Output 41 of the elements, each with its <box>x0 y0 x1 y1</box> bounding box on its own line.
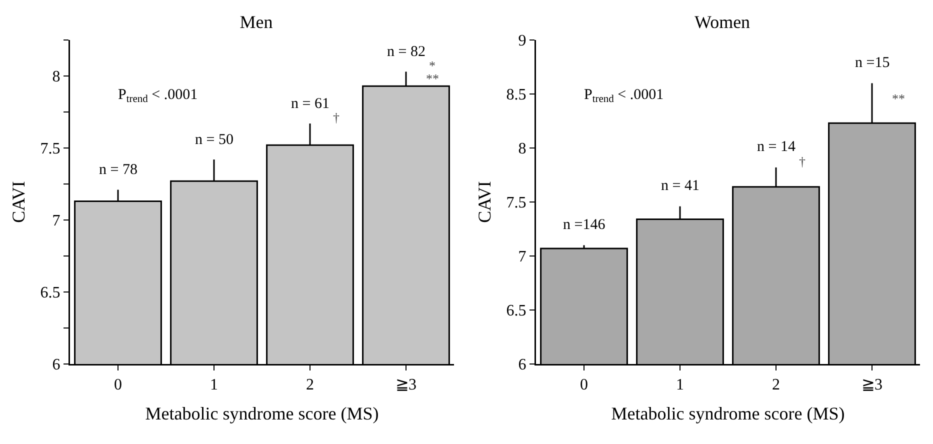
y-tick-label: 6 <box>518 356 526 374</box>
y-tick-label: 6 <box>52 356 60 374</box>
x-axis-title: Metabolic syndrome score (MS) <box>611 404 845 424</box>
annotation: n = 82 <box>387 44 426 60</box>
x-tick-label: ≧3 <box>862 376 882 394</box>
x-tick-label: ≧3 <box>396 376 416 394</box>
y-tick-label: 6.5 <box>506 302 526 320</box>
y-tick-label: 7 <box>518 248 526 266</box>
annotation: n = 61 <box>291 96 330 112</box>
x-tick-label: 0 <box>580 376 588 394</box>
x-tick-label: 0 <box>114 376 122 394</box>
annotation: n = 14 <box>757 139 796 155</box>
annotation: n = 41 <box>661 178 700 194</box>
annotation: n = 78 <box>99 162 138 178</box>
annotation: n =146 <box>563 217 606 233</box>
y-tick-label: 8.5 <box>506 86 526 104</box>
x-axis-title: Metabolic syndrome score (MS) <box>145 404 379 424</box>
chart-title: Women <box>694 12 750 32</box>
y-axis-title: CAVI <box>8 181 29 223</box>
annotation: † <box>333 110 340 125</box>
annotation: ** <box>892 91 905 106</box>
y-tick-label: 8 <box>52 68 60 86</box>
annotation: n = 50 <box>195 132 234 148</box>
annotation: ** <box>426 71 439 86</box>
annotation: n =15 <box>855 55 890 71</box>
annotation: P$_{trend}$ < .0001 <box>584 87 664 106</box>
chart-title: Men <box>240 12 273 32</box>
y-tick-label: 9 <box>518 32 526 50</box>
x-tick-label: 1 <box>676 376 684 394</box>
annotation: † <box>799 154 806 169</box>
y-tick-label: 7 <box>52 212 60 230</box>
y-axis-title: CAVI <box>474 181 495 223</box>
y-tick-label: 7.5 <box>506 194 526 212</box>
annotation: * <box>429 58 436 73</box>
y-tick-label: 8 <box>518 140 526 158</box>
x-tick-label: 1 <box>210 376 218 394</box>
y-tick-label: 7.5 <box>40 140 60 158</box>
x-tick-label: 2 <box>772 376 780 394</box>
annotation: P$_{trend}$ < .0001 <box>118 87 198 106</box>
x-tick-label: 2 <box>306 376 314 394</box>
y-tick-label: 6.5 <box>40 284 60 302</box>
